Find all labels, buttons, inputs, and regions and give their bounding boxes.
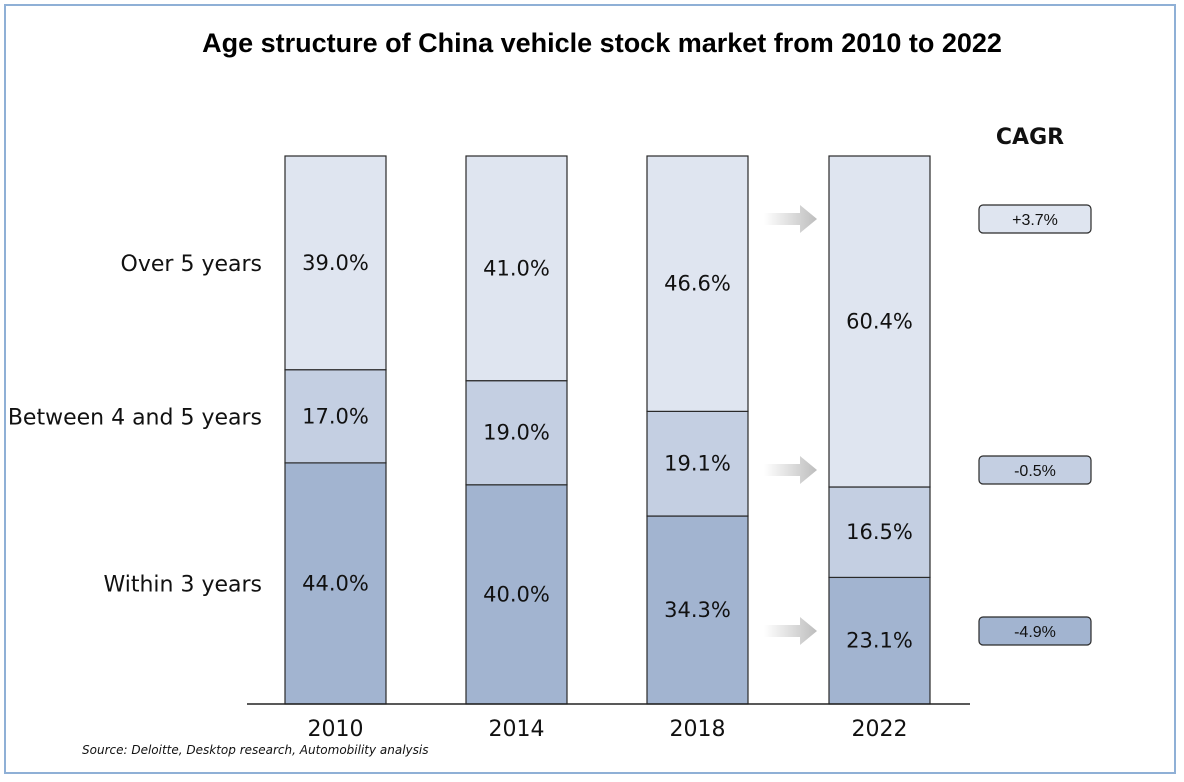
data-label: 41.0%	[483, 256, 550, 280]
data-label: 17.0%	[302, 404, 369, 428]
source-note: Source: Deloitte, Desktop research, Auto…	[82, 743, 428, 757]
bars-layer: 44.0% 17.0% 39.0% 40.0% 19.0% 41.0% 34.3% 19.1%…	[284, 155, 931, 705]
data-label: 60.4%	[846, 309, 913, 333]
data-label: 16.5%	[846, 520, 913, 544]
x-axis-ticks: 2010 2014 2018 2022	[308, 717, 908, 742]
cagr-badge	[978, 455, 1092, 485]
cagr-badge	[978, 204, 1092, 234]
cagr-value: -0.5%	[1014, 463, 1056, 480]
bar-segment	[646, 410, 749, 517]
data-label: 23.1%	[846, 629, 913, 653]
series-label: Within 3 years	[103, 572, 262, 597]
data-label: 34.3%	[664, 598, 731, 622]
cagr-column: +3.7% -0.5% -4.9%	[764, 204, 1092, 646]
series-label: Between 4 and 5 years	[8, 405, 262, 430]
chart-title: Age structure of China vehicle stock mar…	[202, 28, 1002, 58]
chart-frame	[4, 4, 1176, 774]
x-tick-label: 2014	[489, 717, 545, 742]
bar-segment	[646, 515, 749, 705]
cagr-arrow	[764, 205, 817, 233]
data-label: 46.6%	[664, 272, 731, 296]
cagr-arrow	[764, 456, 817, 484]
data-label: 44.0%	[302, 571, 369, 595]
bar-segment	[284, 155, 387, 371]
x-tick-label: 2010	[308, 717, 364, 742]
data-label: 39.0%	[302, 251, 369, 275]
cagr-value: -4.9%	[1014, 624, 1056, 641]
data-label: 19.0%	[483, 421, 550, 445]
bar-segment	[828, 576, 931, 705]
bar-segment	[828, 155, 931, 488]
cagr-badge	[978, 616, 1092, 646]
cagr-arrow	[764, 617, 817, 645]
bar-segment	[646, 155, 749, 412]
cagr-value: +3.7%	[1012, 212, 1058, 229]
bar-segment	[284, 462, 387, 705]
bar-segment	[828, 486, 931, 579]
x-tick-label: 2018	[670, 717, 726, 742]
bar-segment	[465, 380, 568, 486]
x-tick-label: 2022	[852, 717, 908, 742]
cagr-title: CAGR	[996, 125, 1064, 150]
bar-segment	[465, 155, 568, 382]
series-label: Over 5 years	[121, 252, 262, 277]
data-label: 40.0%	[483, 582, 550, 606]
bar-segment	[465, 484, 568, 705]
row-labels: Within 3 years Between 4 and 5 years Over …	[8, 252, 262, 598]
data-label: 19.1%	[664, 452, 731, 476]
